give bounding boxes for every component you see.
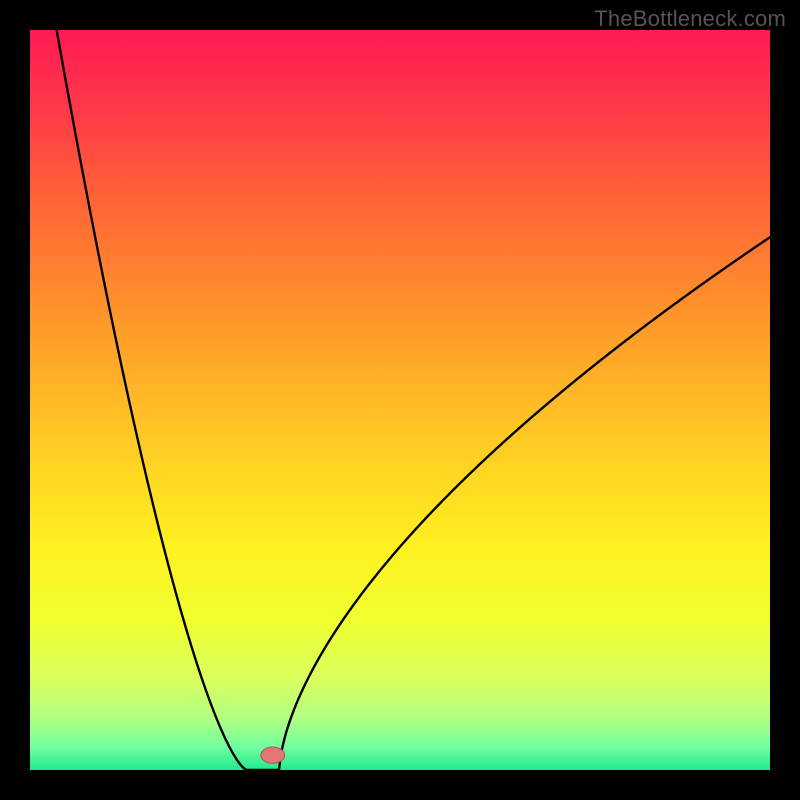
watermark-text: TheBottleneck.com	[594, 6, 786, 32]
plot-area	[30, 30, 770, 770]
vertex-marker	[261, 747, 285, 763]
gradient-background	[30, 30, 770, 770]
bottleneck-curve-chart	[30, 30, 770, 770]
chart-frame: TheBottleneck.com	[0, 0, 800, 800]
